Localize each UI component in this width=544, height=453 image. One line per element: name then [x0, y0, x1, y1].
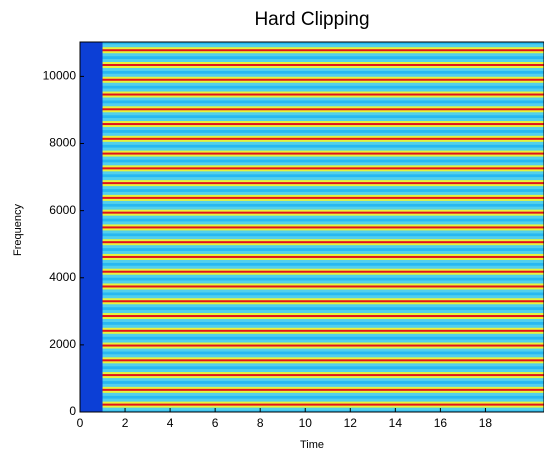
harmonic-line — [103, 241, 544, 243]
harmonic-line — [103, 123, 544, 125]
pre-onset-region — [80, 42, 103, 412]
y-tick-label: 10000 — [43, 69, 77, 83]
harmonic-line — [103, 404, 544, 406]
harmonic-line — [103, 138, 544, 140]
chart-title: Hard Clipping — [254, 9, 369, 30]
x-tick-label: 6 — [212, 416, 219, 430]
harmonic-line — [103, 389, 544, 391]
harmonic-line — [103, 330, 544, 332]
y-tick-label: 4000 — [49, 270, 76, 284]
y-tick-label: 8000 — [49, 136, 76, 150]
x-axis-label: Time — [300, 439, 324, 451]
harmonic-line — [103, 64, 544, 66]
harmonic-line — [103, 108, 544, 110]
x-tick-label: 16 — [434, 416, 448, 430]
x-tick-label: 2 — [122, 416, 129, 430]
harmonic-line — [103, 374, 544, 376]
harmonic-line — [103, 79, 544, 81]
y-tick-label: 2000 — [49, 337, 76, 351]
chart: Hard Clipping Time Frequency 0 2 4 6 8 10 12 14… — [0, 0, 544, 453]
harmonic-line — [103, 94, 544, 96]
harmonic-line — [103, 300, 544, 302]
x-tick-label: 18 — [479, 416, 493, 430]
harmonic-line — [103, 345, 544, 347]
x-tick-label: 0 — [77, 416, 84, 430]
x-tick-label: 8 — [257, 416, 264, 430]
harmonic-line — [103, 285, 544, 287]
x-tick-label: 14 — [389, 416, 403, 430]
y-axis-label: Frequency — [12, 204, 24, 256]
x-tick-label: 10 — [299, 416, 313, 430]
x-tick-label: 12 — [344, 416, 358, 430]
harmonic-line — [103, 153, 544, 155]
harmonic-line — [103, 167, 544, 169]
harmonic-line — [103, 315, 544, 317]
harmonic-line — [103, 49, 544, 51]
harmonic-line — [103, 359, 544, 361]
harmonic-line — [103, 226, 544, 228]
y-tick-label: 0 — [69, 404, 76, 418]
x-tick-label: 4 — [167, 416, 174, 430]
harmonic-line — [103, 271, 544, 273]
harmonic-line — [103, 197, 544, 199]
harmonic-line — [103, 256, 544, 258]
harmonic-line — [103, 182, 544, 184]
harmonic-line — [103, 212, 544, 214]
y-tick-label: 6000 — [49, 203, 76, 217]
